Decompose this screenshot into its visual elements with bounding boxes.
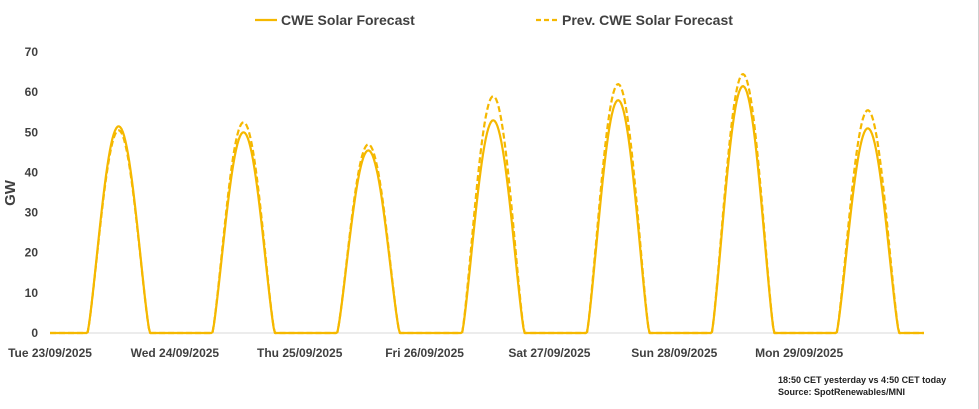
legend-label: CWE Solar Forecast <box>281 12 415 28</box>
x-tick-label: Mon 29/09/2025 <box>755 346 843 360</box>
x-tick-label: Tue 23/09/2025 <box>8 346 92 360</box>
x-axis: Tue 23/09/2025 Wed 24/09/2025 Thu 25/09/20… <box>8 346 843 360</box>
x-tick-label: Wed 24/09/2025 <box>131 346 220 360</box>
plot-area <box>50 73 924 335</box>
x-tick-label: Sat 27/09/2025 <box>508 346 590 360</box>
y-tick-label: 20 <box>25 246 39 260</box>
y-tick-label: 60 <box>25 85 39 99</box>
series-line-forecast <box>50 85 924 335</box>
y-tick-label: 0 <box>31 326 38 340</box>
legend-label: Prev. CWE Solar Forecast <box>562 12 733 28</box>
y-tick-label: 10 <box>25 286 39 300</box>
y-tick-label: 70 <box>25 45 39 59</box>
series-line-prev-forecast <box>50 73 924 335</box>
y-tick-label: 40 <box>25 165 39 179</box>
y-axis: 0 10 20 30 40 50 60 70 <box>25 45 39 340</box>
legend: CWE Solar Forecast Prev. CWE Solar Foreca… <box>255 12 733 28</box>
x-tick-label: Fri 26/09/2025 <box>385 346 464 360</box>
source-note: Source: SpotRenewables/MNI <box>778 387 906 397</box>
comparison-note: 18:50 CET yesterday vs 4:50 CET today <box>778 375 947 385</box>
y-axis-label: GW <box>2 179 19 206</box>
y-tick-label: 30 <box>25 206 39 220</box>
y-tick-label: 50 <box>25 125 39 139</box>
x-tick-label: Thu 25/09/2025 <box>257 346 343 360</box>
x-tick-label: Sun 28/09/2025 <box>631 346 717 360</box>
